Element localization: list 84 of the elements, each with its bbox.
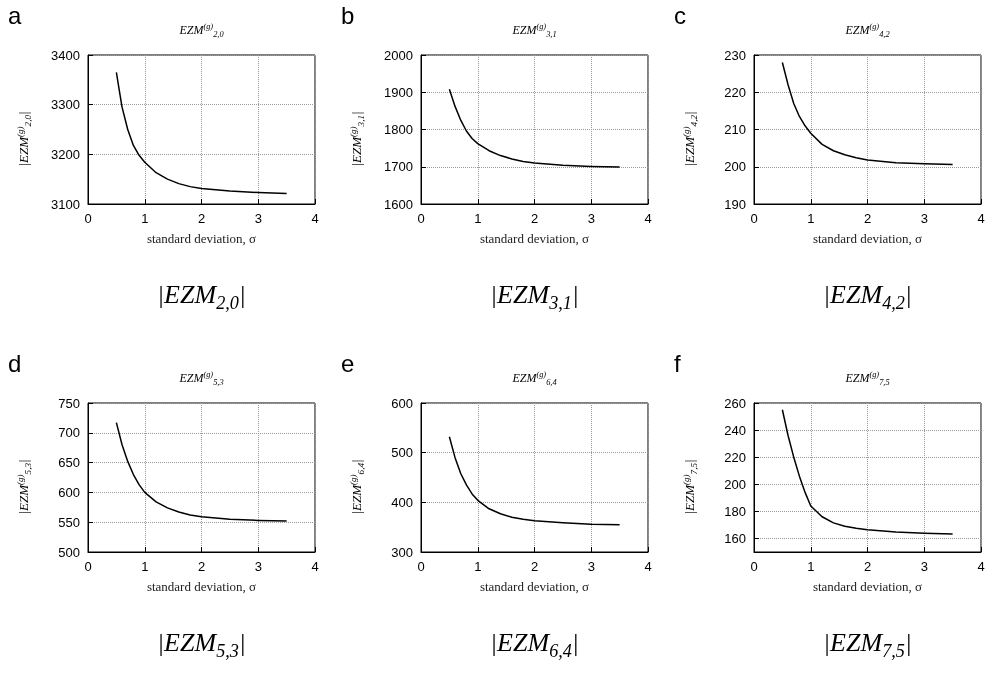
y-tick-label: 650	[58, 455, 80, 471]
y-tick-label: 210	[724, 122, 746, 137]
x-tick-label: 0	[417, 559, 425, 574]
x-tick-label: 1	[141, 559, 149, 574]
x-tick-label: 3	[254, 559, 262, 574]
y-tick-label: 3200	[51, 146, 80, 162]
text: |EZM$_{4,2}$|	[821, 280, 913, 315]
y-tick-label: 750	[58, 395, 80, 411]
y-tick-label: 1900	[384, 84, 413, 100]
y-tick-label: 3400	[51, 47, 80, 63]
y-tick-label: 240	[724, 422, 746, 438]
x-tick-label: 0	[417, 211, 425, 226]
line-series	[115, 71, 288, 195]
line-series	[448, 436, 621, 526]
x-tick-label: 3	[587, 211, 595, 226]
line-series	[115, 421, 288, 522]
x-tick-label: 4	[977, 559, 985, 574]
x-tick-label: 1	[141, 211, 149, 226]
x-tick-label: 2	[530, 211, 539, 226]
y-tick-label: 300	[391, 544, 413, 560]
text: |EZM$_{5,3}$|	[155, 628, 247, 663]
y-tick-label: 160	[724, 530, 746, 546]
y-tick-label: 1800	[384, 122, 413, 137]
y-tick-label: 180	[724, 503, 746, 519]
x-tick-label: 3	[920, 211, 928, 226]
y-tick-label: 500	[58, 544, 80, 560]
text: d	[8, 350, 22, 378]
text: b	[341, 2, 355, 30]
x-axis-title: standard deviation, σ	[146, 579, 257, 594]
line-series	[448, 88, 621, 168]
x-tick-label: 1	[474, 559, 482, 574]
x-tick-label: 3	[587, 559, 595, 574]
y-tick-label: 1700	[384, 159, 413, 175]
x-tick-label: 0	[84, 559, 92, 574]
x-tick-label: 1	[807, 211, 815, 226]
x-tick-label: 2	[863, 559, 872, 574]
y-tick-label: 700	[58, 425, 80, 441]
text: |EZM$_{6,4}$|	[488, 628, 580, 663]
y-tick-label: 230	[724, 47, 746, 63]
x-axis-title: standard deviation, σ	[146, 231, 257, 246]
y-tick-label: 200	[724, 476, 746, 492]
x-tick-label: 1	[807, 559, 815, 574]
text: e	[341, 350, 355, 378]
text: c	[674, 2, 686, 30]
y-tick-label: 3300	[51, 97, 80, 113]
x-tick-label: 0	[750, 211, 758, 226]
x-tick-label: 2	[197, 559, 206, 574]
text: |EZM$_{2,0}$|	[155, 280, 247, 315]
x-tick-label: 4	[644, 559, 652, 574]
x-tick-label: 4	[644, 211, 652, 226]
line-series	[781, 409, 954, 535]
y-tick-label: 3100	[51, 196, 80, 212]
y-tick-label: 600	[58, 484, 80, 500]
y-tick-label: 550	[58, 514, 80, 530]
y-tick-label: 200	[724, 159, 746, 175]
y-tick-label: 500	[391, 445, 413, 461]
x-tick-label: 3	[920, 559, 928, 574]
line-series	[781, 61, 954, 166]
y-tick-label: 220	[724, 84, 746, 100]
x-tick-label: 4	[311, 559, 319, 574]
x-axis-title: standard deviation, σ	[812, 231, 923, 246]
x-tick-label: 4	[311, 211, 319, 226]
x-tick-label: 3	[254, 211, 262, 226]
y-tick-label: 1600	[384, 196, 413, 212]
text: a	[8, 2, 22, 30]
x-tick-label: 0	[84, 211, 92, 226]
x-axis-title: standard deviation, σ	[812, 579, 923, 594]
y-tick-label: 400	[391, 494, 413, 510]
y-tick-label: 600	[391, 395, 413, 411]
y-tick-label: 220	[724, 449, 746, 465]
x-tick-label: 1	[474, 211, 482, 226]
x-tick-label: 2	[863, 211, 872, 226]
y-tick-label: 190	[724, 196, 746, 212]
x-tick-label: 4	[977, 211, 985, 226]
x-tick-label: 0	[750, 559, 758, 574]
text: |EZM$_{7,5}$|	[821, 628, 913, 663]
text: |EZM$_{3,1}$|	[488, 280, 580, 315]
text: f	[674, 350, 681, 378]
x-tick-label: 2	[197, 211, 206, 226]
x-axis-title: standard deviation, σ	[479, 231, 590, 246]
x-tick-label: 2	[530, 559, 539, 574]
y-tick-label: 260	[724, 395, 746, 411]
x-axis-title: standard deviation, σ	[479, 579, 590, 594]
y-tick-label: 2000	[384, 47, 413, 63]
